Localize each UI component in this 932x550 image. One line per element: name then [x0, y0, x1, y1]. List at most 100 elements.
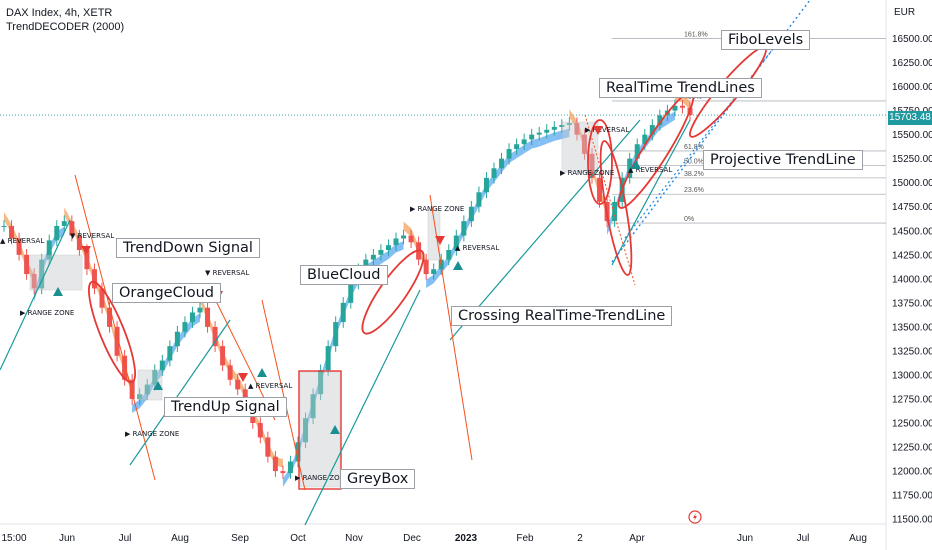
blue-cloud-segment [554, 130, 562, 141]
candle-body [536, 132, 542, 135]
y-tick-label: 14750.00 [892, 202, 932, 213]
trend-line-down [584, 114, 636, 286]
trend-up-signal [153, 381, 163, 390]
candle-body [423, 259, 429, 275]
signal-annotation: ▶ RANGE ZONE [295, 474, 349, 482]
candle-body [46, 240, 52, 260]
candle-body [76, 235, 82, 250]
candle-body [385, 245, 391, 250]
candle-body [220, 346, 226, 366]
candle-body [378, 249, 384, 255]
callout-trend-down: TrendDown Signal [116, 238, 260, 258]
candle-body [242, 389, 248, 404]
candle-body [212, 326, 218, 347]
trend-line-up [0, 219, 71, 371]
trend-up-signal [257, 368, 267, 377]
blue-cloud-segment [539, 135, 547, 147]
fibo-level-label: 161.8% [684, 31, 708, 38]
candle-body [476, 192, 482, 207]
candle-body [84, 249, 90, 270]
fibo-level-label: 61.8% [684, 144, 704, 151]
trend-line-up [304, 289, 421, 526]
orange-cloud-segment [403, 221, 412, 237]
x-tick-label: Jun [59, 533, 75, 544]
blue-cloud-segment [561, 128, 570, 139]
blue-cloud-segment [426, 274, 434, 289]
candle-body [589, 153, 595, 178]
y-tick-label: 12750.00 [892, 395, 932, 406]
x-tick-label: 2023 [455, 533, 478, 544]
candle-body [16, 238, 22, 255]
y-tick-label: 12250.00 [892, 443, 932, 454]
candle-body [506, 149, 512, 159]
callout-realtime-trendlines: RealTime TrendLines [599, 78, 762, 98]
y-tick-label: 14000.00 [892, 274, 932, 285]
candle-body [167, 346, 173, 361]
candle-body [227, 365, 233, 380]
blue-cloud-segment [192, 313, 200, 327]
candle-body [581, 134, 587, 154]
candle-body [363, 259, 369, 270]
highlight-ellipse [587, 119, 613, 205]
x-tick-label: 2 [577, 533, 583, 544]
indicator-title: TrendDECODER (2000) [6, 21, 125, 33]
alert-icon[interactable] [688, 510, 702, 524]
candle-body [152, 370, 158, 385]
candle-body [197, 307, 203, 313]
y-tick-label: 13250.00 [892, 346, 932, 357]
candle-body [657, 115, 663, 125]
candle-body [521, 139, 527, 145]
candle-body [310, 394, 316, 419]
x-tick-label: Jul [119, 533, 132, 544]
x-tick-label: Nov [345, 533, 363, 544]
blue-cloud-segment [524, 140, 532, 154]
blue-cloud-segment [509, 149, 517, 164]
y-tick-label: 15500.00 [892, 130, 932, 141]
fibo-level-label: 23.6% [684, 187, 704, 194]
trend-down-signal [238, 373, 248, 382]
candle-body [672, 105, 678, 111]
trend-down-signal [593, 126, 603, 135]
candle-body [54, 225, 60, 241]
candle-body [1, 225, 7, 227]
signal-annotation: ▶ REVERSAL [585, 126, 629, 134]
blue-cloud-segment [380, 250, 389, 264]
signal-annotation: ▶ RANGE ZONE [20, 309, 74, 317]
trend-up-signal [53, 287, 63, 296]
blue-cloud-segment [531, 138, 540, 149]
y-tick-label: 14500.00 [892, 226, 932, 237]
trend-line-up [449, 119, 641, 341]
candle-body [559, 124, 565, 127]
trend-line-down [261, 299, 306, 491]
signal-annotation: ▲ REVERSAL [455, 244, 499, 252]
y-tick-label: 14250.00 [892, 250, 932, 261]
signal-annotation: ▼ REVERSAL [205, 269, 249, 277]
x-tick-label: Apr [629, 533, 645, 544]
candle-body [265, 437, 271, 457]
trend-up-signal [330, 425, 340, 434]
signal-annotation: ▶ RANGE ZONE [125, 430, 179, 438]
candle-body [144, 384, 150, 395]
candle-body [483, 177, 489, 193]
candle-body [235, 379, 241, 390]
candle-body [499, 158, 505, 169]
candle-body [99, 288, 105, 308]
candle-body [461, 221, 467, 236]
candle-body [182, 322, 188, 332]
candle-body [39, 259, 45, 289]
candle-body [24, 254, 30, 275]
x-tick-label: Aug [171, 533, 189, 544]
last-price-tag: 15703.48 [888, 111, 932, 125]
fibo-level-label: 38.2% [684, 171, 704, 178]
y-tick-label: 15250.00 [892, 154, 932, 165]
x-tick-label: Dec [403, 533, 421, 544]
blue-cloud-segment [546, 132, 555, 144]
x-tick-label: 15:00 [1, 533, 26, 544]
highlight-ellipse [88, 280, 136, 384]
x-tick-label: Jun [737, 533, 753, 544]
currency-label: EUR [894, 7, 915, 18]
candle-body [566, 123, 572, 125]
candle-body [468, 206, 474, 222]
callout-trend-up: TrendUp Signal [164, 397, 287, 417]
